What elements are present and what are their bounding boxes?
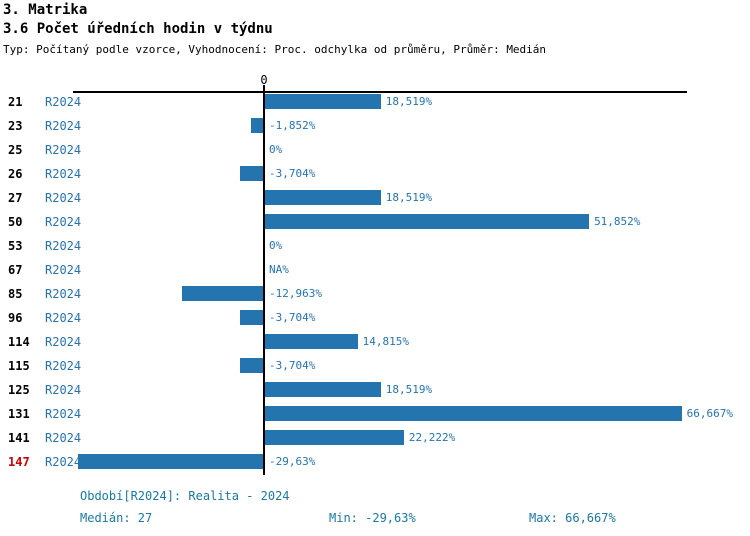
chart-row: 131 R2024 66,667% [0, 402, 750, 426]
row-period-label: R2024 [45, 311, 82, 325]
page-title: 3. Matrika [3, 2, 88, 18]
row-id-label: 26 [8, 167, 23, 181]
max-stat: Max: 66,667% [529, 511, 616, 525]
row-period-label: R2024 [45, 431, 82, 445]
row-period-label: R2024 [45, 167, 82, 181]
chart-row: 115 R2024 -3,704% [0, 354, 750, 378]
row-id-label: 23 [8, 119, 23, 133]
chart-row: 26 R2024 -3,704% [0, 162, 750, 186]
row-id-label: 27 [8, 191, 23, 205]
value-bar [239, 310, 263, 325]
row-period-label: R2024 [45, 359, 82, 373]
value-bar [239, 358, 263, 373]
row-period-label: R2024 [45, 143, 82, 157]
chart-row: 23 R2024 -1,852% [0, 114, 750, 138]
row-period-label: R2024 [45, 95, 82, 109]
bar-value-label: NA% [269, 263, 289, 276]
median-stat: Medián: 27 [80, 511, 153, 525]
bar-value-label: -3,704% [269, 311, 316, 324]
bar-value-label: -29,63% [269, 455, 316, 468]
row-id-label: 25 [8, 143, 23, 157]
value-bar [265, 334, 358, 349]
value-bar [181, 286, 263, 301]
row-id-label: 147 [8, 455, 30, 469]
period-info: Období[R2024]: Realita - 2024 [80, 489, 290, 503]
value-bar [265, 430, 404, 445]
row-period-label: R2024 [45, 239, 82, 253]
row-period-label: R2024 [45, 191, 82, 205]
chart-rows: 21 R2024 18,519% 23 R2024 -1,852% 25 R2024 0% 26 R… [0, 90, 750, 474]
chart-meta-line: Typ: Počítaný podle vzorce, Vyhodnocení:… [3, 43, 547, 56]
bar-value-label: 18,519% [385, 383, 433, 396]
row-period-label: R2024 [45, 335, 82, 349]
row-period-label: R2024 [45, 263, 82, 277]
row-id-label: 115 [8, 359, 30, 373]
top-axis-line [73, 91, 687, 93]
chart-row: 25 R2024 0% [0, 138, 750, 162]
zero-tick-label: 0 [260, 73, 268, 87]
row-id-label: 50 [8, 215, 23, 229]
row-id-label: 85 [8, 287, 23, 301]
value-bar [251, 118, 263, 133]
chart-row: 114 R2024 14,815% [0, 330, 750, 354]
row-period-label: R2024 [45, 119, 82, 133]
value-bar [77, 454, 263, 469]
row-id-label: 114 [8, 335, 30, 349]
bar-value-label: -3,704% [269, 359, 316, 372]
chart-title: 3.6 Počet úředních hodin v týdnu [3, 21, 273, 37]
value-bar [265, 406, 682, 421]
row-period-label: R2024 [45, 215, 82, 229]
bar-value-label: 0% [269, 143, 283, 156]
row-id-label: 131 [8, 407, 30, 421]
chart-row: 50 R2024 51,852% [0, 210, 750, 234]
bar-value-label: 22,222% [408, 431, 456, 444]
bar-value-label: 14,815% [362, 335, 409, 348]
bar-value-label: 0% [269, 239, 283, 252]
min-stat: Min: -29,63% [329, 511, 416, 525]
bar-value-label: 51,852% [594, 215, 641, 228]
row-id-label: 141 [8, 431, 30, 445]
chart-row: 67 R2024 NA% [0, 258, 750, 282]
bar-value-label: 18,519% [385, 191, 433, 204]
row-id-label: 67 [8, 263, 23, 277]
value-bar [265, 190, 381, 205]
bar-value-label: 66,667% [686, 407, 734, 420]
row-id-label: 21 [8, 95, 23, 109]
bar-value-label: -3,704% [269, 167, 316, 180]
zero-axis-line [263, 85, 265, 475]
row-id-label: 125 [8, 383, 30, 397]
chart-row: 141 R2024 22,222% [0, 426, 750, 450]
value-bar [265, 94, 381, 109]
chart-row: 96 R2024 -3,704% [0, 306, 750, 330]
bar-value-label: 18,519% [385, 95, 433, 108]
row-period-label: R2024 [45, 383, 82, 397]
bar-value-label: -1,852% [269, 119, 316, 132]
row-period-label: R2024 [45, 287, 82, 301]
chart-row: 53 R2024 0% [0, 234, 750, 258]
chart-row: 85 R2024 -12,963% [0, 282, 750, 306]
row-period-label: R2024 [45, 407, 82, 421]
chart-row: 125 R2024 18,519% [0, 378, 750, 402]
row-period-label: R2024 [45, 455, 82, 469]
row-id-label: 96 [8, 311, 23, 325]
chart-row: 147 R2024 -29,63% [0, 450, 750, 474]
chart-row: 21 R2024 18,519% [0, 90, 750, 114]
row-id-label: 53 [8, 239, 23, 253]
bar-value-label: -12,963% [269, 287, 322, 300]
value-bar [265, 382, 381, 397]
value-bar [239, 166, 263, 181]
value-bar [265, 214, 590, 229]
chart-row: 27 R2024 18,519% [0, 186, 750, 210]
